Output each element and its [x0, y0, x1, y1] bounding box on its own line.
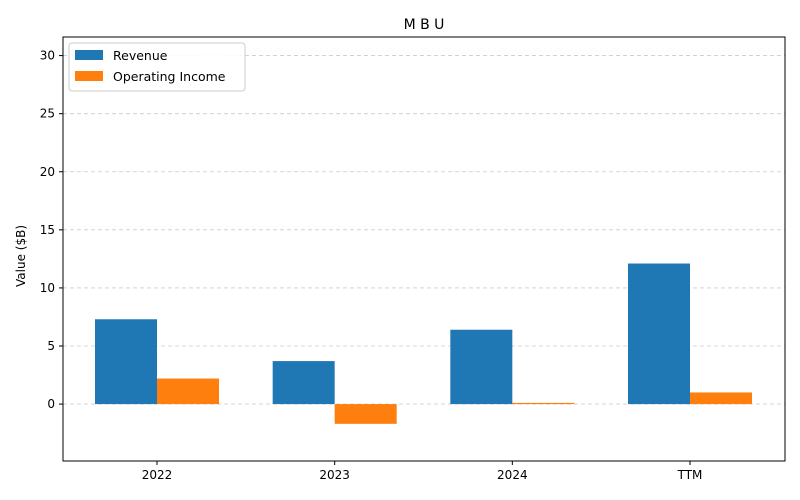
- bar-revenue: [272, 361, 335, 405]
- bar-operating-income: [334, 404, 397, 424]
- bar-revenue: [628, 263, 690, 405]
- x-ticks: 2022 2023 2024 TTM: [142, 461, 703, 482]
- legend-label: Operating Income: [113, 69, 226, 84]
- bar-revenue: [450, 329, 513, 405]
- y-tick-label: 0: [47, 397, 55, 411]
- y-axis-label: Value ($B): [14, 225, 28, 287]
- y-ticks: 0 5 10 15 20 25 30: [40, 49, 63, 411]
- y-tick-label: 20: [40, 165, 55, 179]
- y-tick-label: 15: [40, 223, 55, 237]
- legend-swatch: [75, 71, 103, 81]
- y-tick-label: 30: [40, 49, 55, 63]
- legend-swatch: [75, 50, 103, 60]
- bar-operating-income: [512, 402, 575, 405]
- bar-operating-income: [157, 378, 219, 405]
- plot-frame: [62, 36, 786, 462]
- bars: [95, 263, 752, 424]
- bar-operating-income: [690, 392, 752, 405]
- y-tick-label: 5: [47, 339, 55, 353]
- x-tick-label: 2024: [497, 468, 528, 482]
- legend: Revenue Operating Income: [68, 42, 246, 92]
- legend-label: Revenue: [113, 48, 168, 63]
- x-tick-label: 2022: [142, 468, 173, 482]
- x-tick-label: 2023: [319, 468, 350, 482]
- y-tick-label: 10: [40, 281, 55, 295]
- bar-revenue: [95, 319, 157, 405]
- y-tick-label: 25: [40, 107, 55, 121]
- chart-title: M B U: [404, 17, 445, 33]
- legend-box: [68, 42, 246, 92]
- x-tick-label: TTM: [677, 468, 703, 482]
